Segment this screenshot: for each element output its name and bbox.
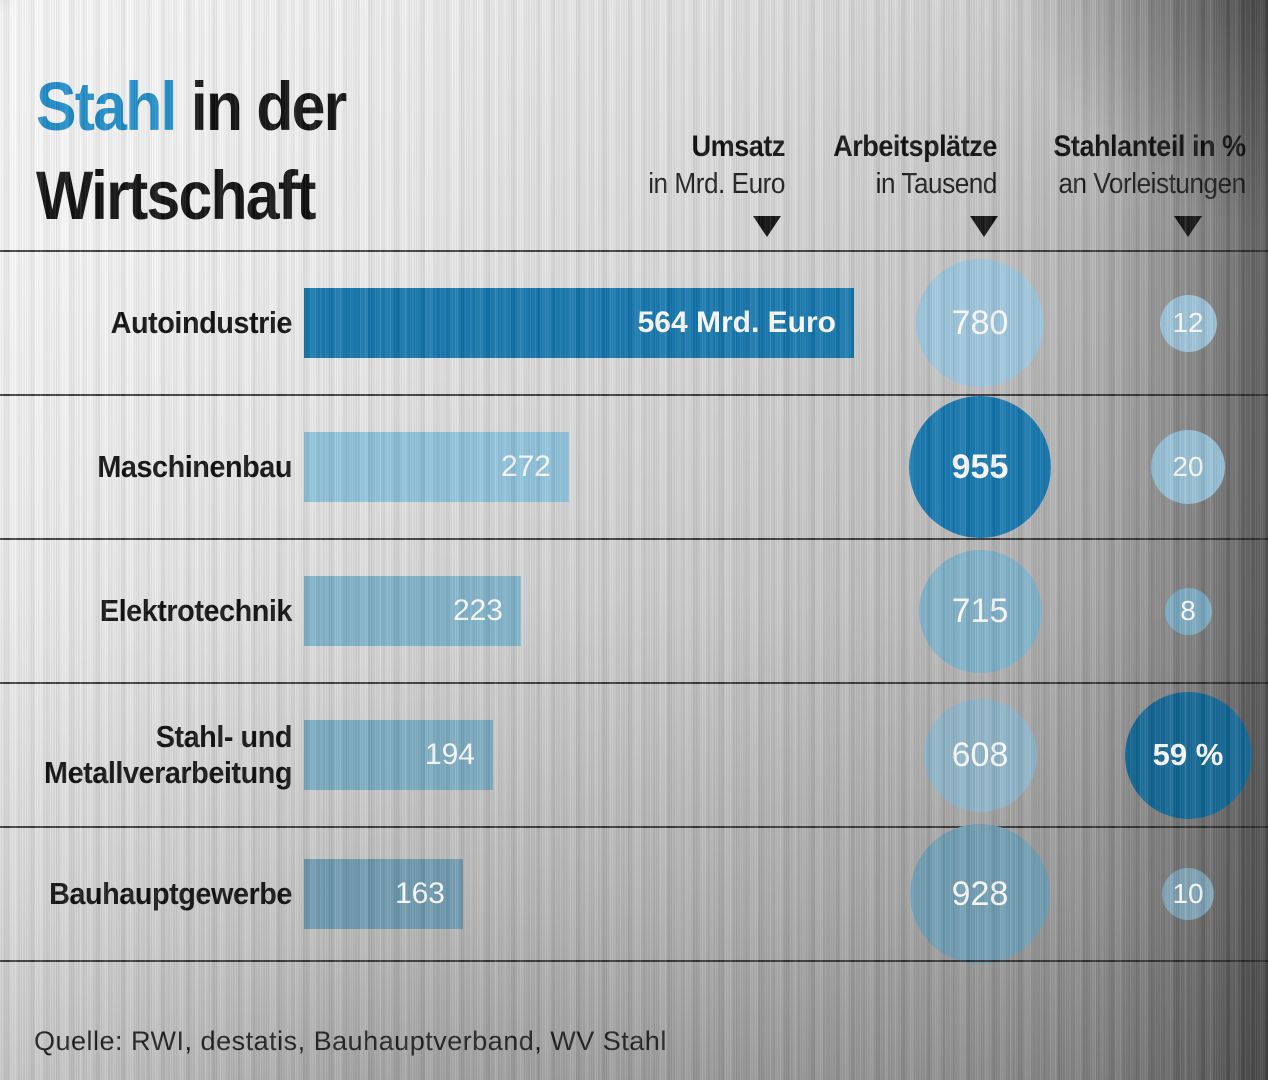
arbeitsplaetze-value: 955 [951,447,1009,486]
stahlanteil-value: 10 [1172,878,1204,909]
bottom-divider [0,960,1268,962]
column-label: Umsatz [691,130,786,163]
umsatz-bar: 194 [304,720,493,790]
umsatz-bar-value: 163 [394,877,445,910]
column-header-stahlanteil: Stahlanteil in % an Vorleistungen [1053,128,1247,202]
row-label: Maschinenbau [97,449,292,484]
arbeitsplaetze-circle: 715 [918,549,1042,673]
stahlanteil-value: 12 [1172,307,1204,338]
arbeitsplaetze-value: 715 [951,591,1009,630]
row-label: Autoindustrie [110,305,293,340]
arbeitsplaetze-value: 928 [951,874,1009,913]
row-label: Bauhauptgewerbe [49,876,293,911]
stahlanteil-circle: 20 [1151,430,1225,504]
umsatz-bar-value: 272 [500,450,551,483]
title-line2: Wirtschaft [36,157,316,235]
umsatz-bar-value: 223 [452,594,503,627]
umsatz-bar: 163 [304,859,463,929]
column-sublabel: an Vorleistungen [1058,168,1247,200]
triangle-down-icon [970,216,998,237]
umsatz-bar-value: 194 [424,738,475,771]
table-row: Autoindustrie 564 Mrd. Euro 780 12 [0,250,1268,394]
title-highlight: Stahl [36,68,177,146]
row-label: Elektrotechnik [99,593,293,628]
table-row: Bauhauptgewerbe 163 928 10 [0,824,1268,964]
arbeitsplaetze-circle: 955 [909,396,1051,538]
row-label: Stahl- und Metallverarbeitung [44,719,292,790]
umsatz-bar-value: 564 Mrd. Euro [637,306,836,339]
page-title: Stahl in der Wirtschaft [36,62,348,240]
stahlanteil-value: 59 % [1152,737,1224,772]
umsatz-bar: 564 Mrd. Euro [304,288,854,358]
stahlanteil-circle: 10 [1162,868,1214,920]
arbeitsplaetze-value: 608 [951,735,1009,774]
stahlanteil-circle: 59 % [1124,691,1252,819]
stahlanteil-circle: 12 [1159,294,1217,352]
column-header-arbeitsplaetze: Arbeitsplätze in Tausend [833,128,997,202]
column-sublabel: in Tausend [875,168,998,200]
umsatz-bar: 223 [304,576,521,646]
arbeitsplaetze-circle: 928 [910,824,1050,964]
column-label: Stahlanteil in % [1053,130,1247,163]
table-row: Maschinenbau 272 955 20 [0,394,1268,538]
stahlanteil-value: 8 [1180,595,1196,626]
column-label: Arbeitsplätze [833,130,997,163]
arbeitsplaetze-value: 780 [951,303,1009,342]
umsatz-bar: 272 [304,432,569,502]
table-row: Stahl- und Metallverarbeitung 194 608 59… [0,682,1268,826]
column-header-umsatz: Umsatz in Mrd. Euro [648,128,785,202]
stahlanteil-circle: 8 [1164,587,1212,635]
arbeitsplaetze-circle: 608 [923,698,1037,812]
table-row: Elektrotechnik 223 715 8 [0,538,1268,682]
stahlanteil-value: 20 [1172,451,1204,482]
triangle-down-icon [753,216,781,237]
triangle-down-icon [1174,216,1202,237]
column-sublabel: in Mrd. Euro [648,168,785,200]
title-rest: in der [175,68,348,146]
arbeitsplaetze-circle: 780 [916,259,1044,387]
source-note: Quelle: RWI, destatis, Bauhauptverband, … [34,1026,667,1056]
